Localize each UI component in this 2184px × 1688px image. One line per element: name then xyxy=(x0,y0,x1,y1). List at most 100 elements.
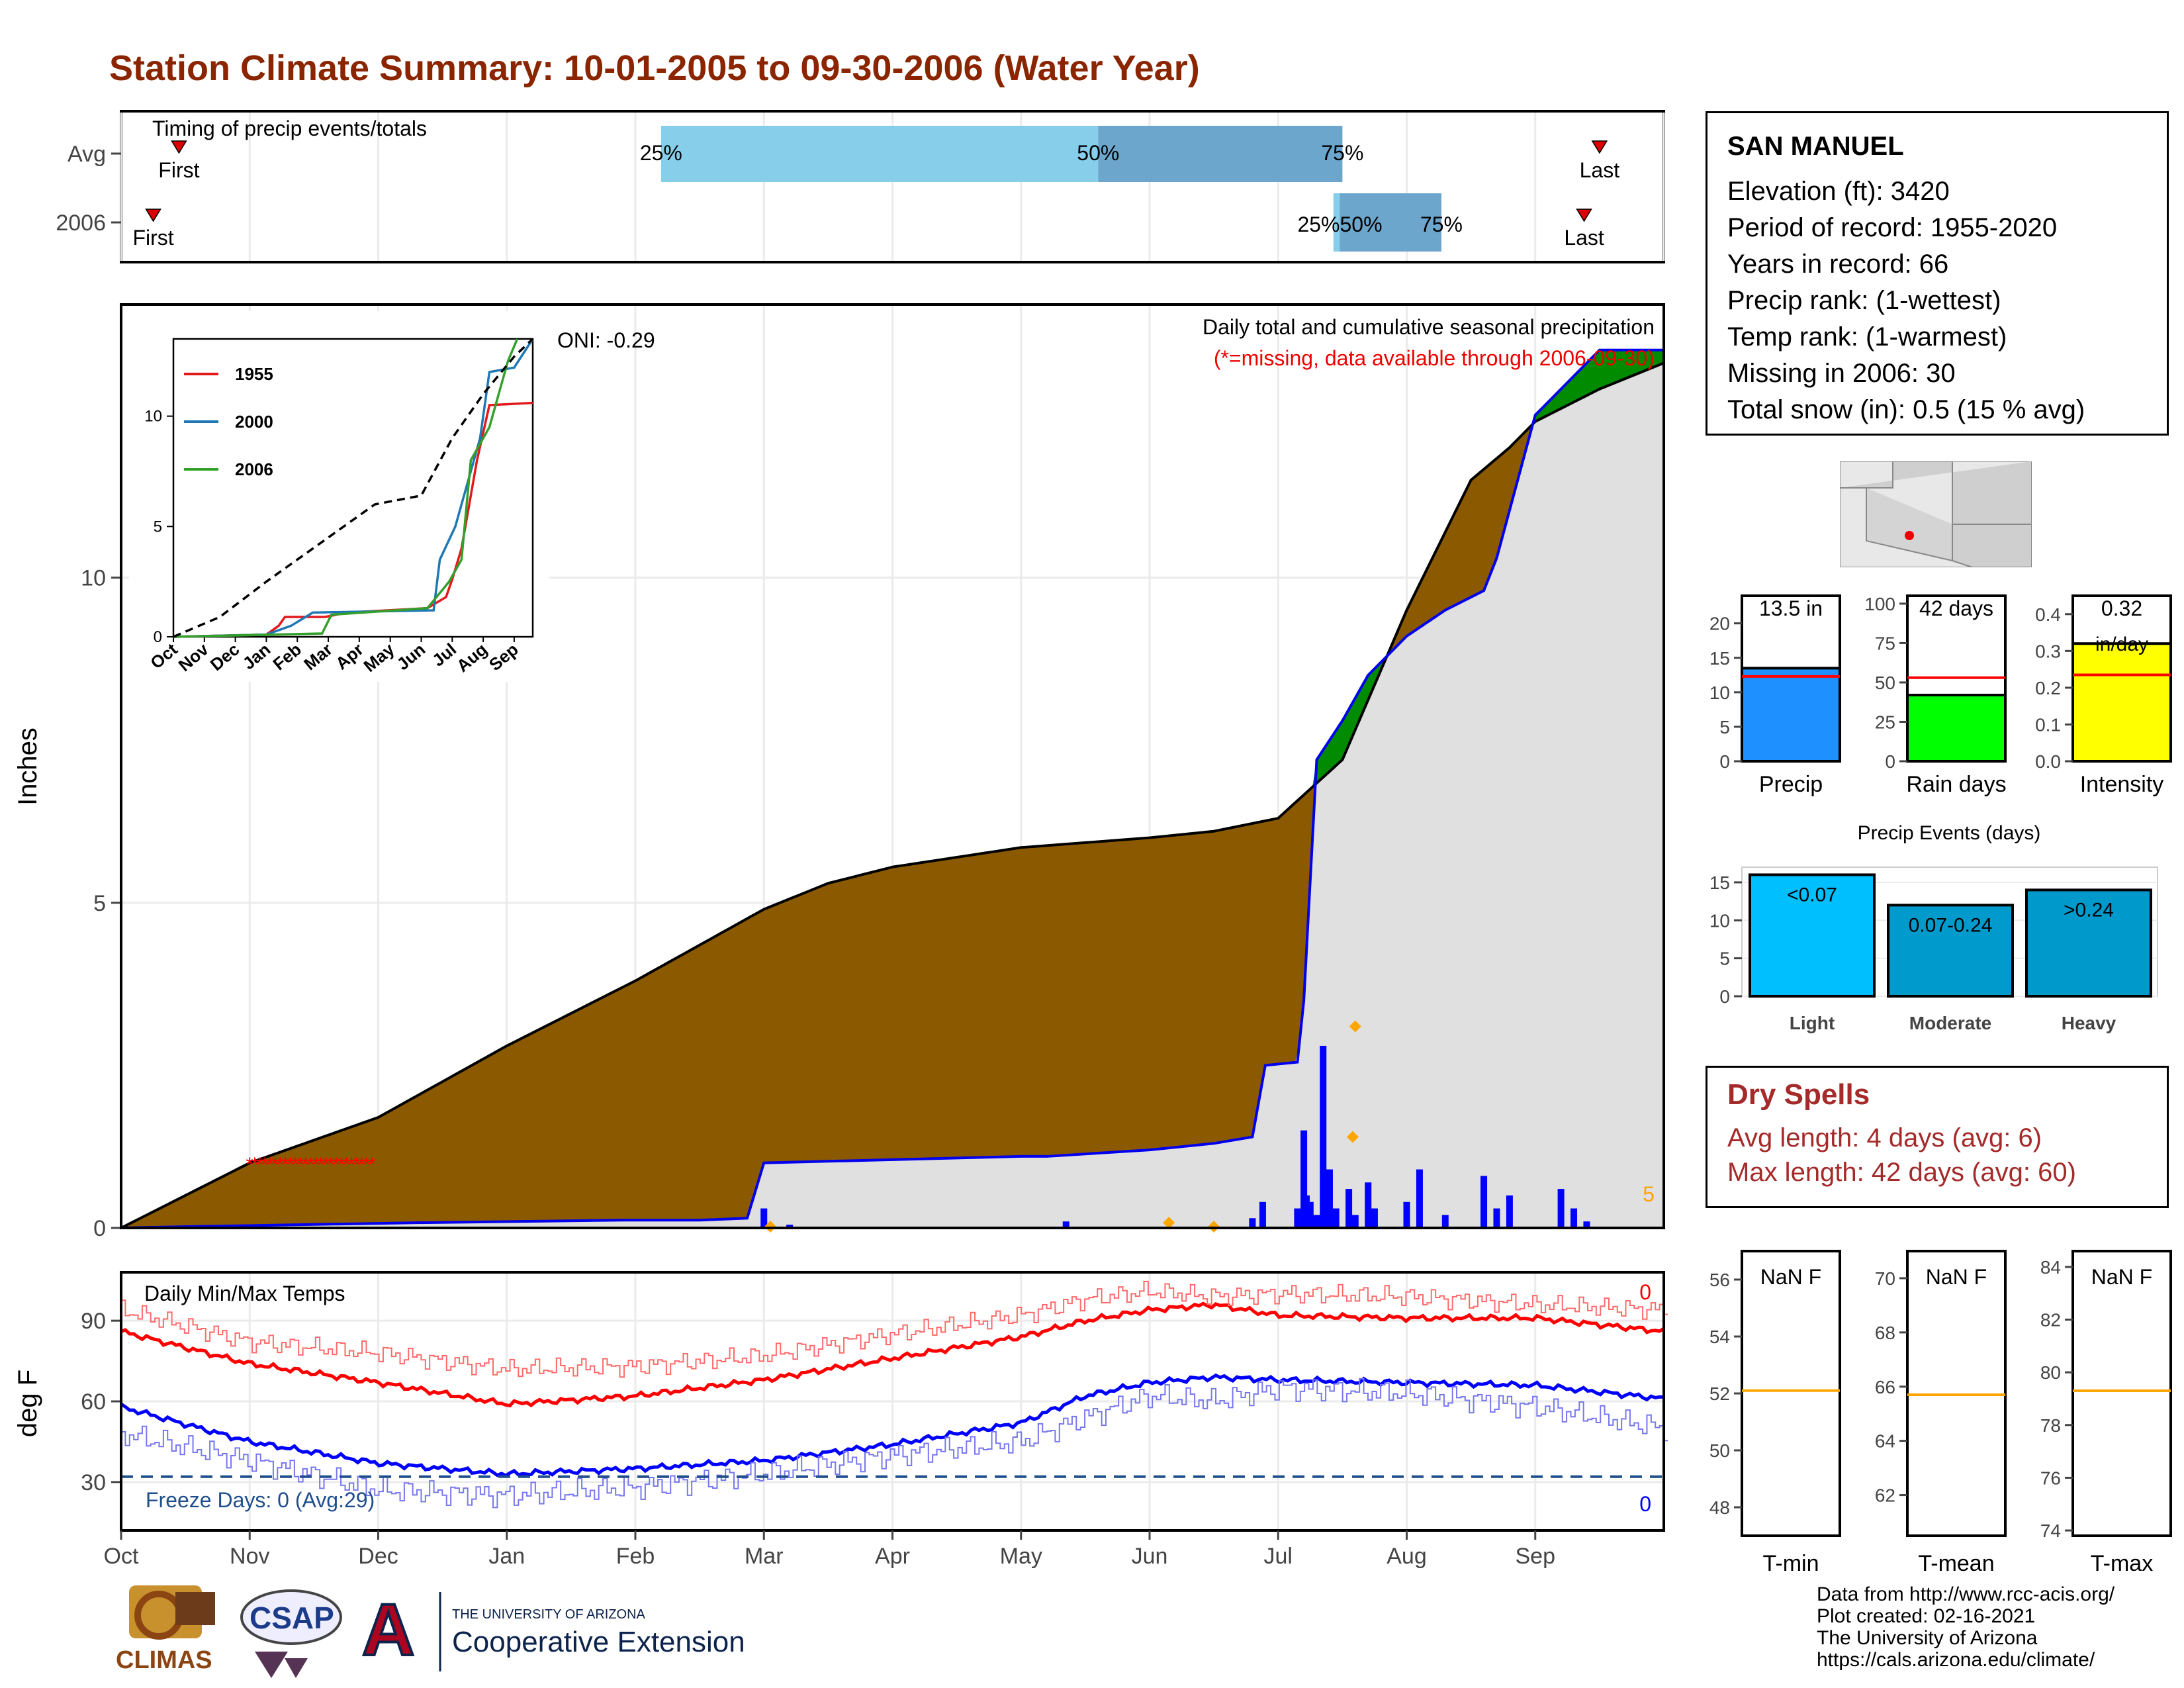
y2006-q25-q50-bar xyxy=(1333,193,1342,252)
temp-chart: 30 60 90 deg F Daily Min/Max Temps Freeze Day… xyxy=(13,1271,1668,1569)
missing-marker: * xyxy=(327,1154,335,1176)
missing-marker: * xyxy=(363,1154,371,1176)
snow-marker xyxy=(1346,1131,1359,1143)
month-label: Sep xyxy=(1516,1544,1556,1569)
avg-q25-q50-bar xyxy=(660,126,1099,182)
csap-logo: CSAP xyxy=(240,1589,342,1678)
missing-note: (*=missing, data available through 2006-… xyxy=(1214,346,1655,370)
station-info-line: Precip rank: (1-wettest) xyxy=(1727,286,2001,315)
daily-precip-bar xyxy=(1332,1208,1340,1228)
temp-box-frame xyxy=(1906,1250,2007,1537)
y-tick-label: 70 xyxy=(1875,1268,1895,1289)
station-info-line: Total snow (in): 0.5 (15 % avg) xyxy=(1727,395,2085,424)
credits: Data from http://www.rcc-acis.org/ Plot … xyxy=(1817,1583,2115,1671)
y-tick-label: 80 xyxy=(2040,1362,2061,1383)
first-label: First xyxy=(132,226,173,250)
temp-box-value: NaN F xyxy=(1926,1265,1987,1289)
y-axis-label: Inches xyxy=(13,727,42,806)
daily-precip-bar xyxy=(786,1225,794,1228)
daily-precip-bar xyxy=(1320,1045,1327,1228)
inset-y-tick: 5 xyxy=(154,518,162,536)
dry-spells-avg: Avg length: 4 days (avg: 6) xyxy=(1727,1123,2042,1152)
deficit-area xyxy=(121,363,1664,1228)
intensity-bar xyxy=(2071,642,2172,763)
overlap-area xyxy=(121,363,1664,1228)
missing-marker: * xyxy=(271,1154,279,1176)
daily-precip-bar xyxy=(1365,1182,1372,1228)
climas-logo: CLIMAS xyxy=(116,1585,215,1674)
temp-panel-label: Daily Min/Max Temps xyxy=(144,1282,345,1305)
daily-precip-bar xyxy=(1441,1215,1449,1228)
y-tick-label: 56 xyxy=(1709,1270,1730,1290)
y-tick-label: 5 xyxy=(1719,717,1730,737)
y-tick-label: 60 xyxy=(81,1389,106,1415)
y2006-q75-label: 75% xyxy=(1420,212,1463,236)
month-label: Jun xyxy=(1132,1544,1168,1569)
station-info-line: Missing in 2006: 30 xyxy=(1727,359,1956,388)
month-label: May xyxy=(1000,1544,1042,1569)
missing-marker: * xyxy=(358,1154,366,1176)
intensity-value-label: 0.32 xyxy=(2101,596,2142,620)
temp-line-2006-max xyxy=(121,1280,1668,1378)
y-tick-label: 68 xyxy=(1875,1323,1895,1343)
y-tick-label: 76 xyxy=(2040,1468,2061,1488)
last-label: Last xyxy=(1564,226,1604,250)
inset-y-tick: 0 xyxy=(154,628,162,646)
missing-marker: * xyxy=(347,1154,355,1176)
raindays-xlabel: Rain days xyxy=(1906,772,2006,797)
y-tick-label: 10 xyxy=(81,566,106,591)
event-bar-label: >0.24 xyxy=(2064,899,2114,921)
credit-line: https://cals.arizona.edu/climate/ xyxy=(1817,1649,2095,1671)
daily-precip-bar xyxy=(1302,1195,1310,1228)
y-tick-label: 15 xyxy=(1709,872,1730,893)
month-label: Oct xyxy=(104,1544,139,1569)
y-tick-label: 0.4 xyxy=(2035,604,2061,625)
y-tick-label: 48 xyxy=(1709,1497,1730,1518)
month-label: Aug xyxy=(1387,1544,1427,1569)
precip-subtitle: Daily total and cumulative seasonal prec… xyxy=(1203,315,1655,339)
y-tick-label: 62 xyxy=(1875,1485,1895,1506)
inset-legend-label: 2000 xyxy=(235,412,273,432)
timing-marker xyxy=(171,140,187,154)
daily-precip-bar xyxy=(1249,1218,1256,1228)
dry-spells-max: Max length: 42 days (avg: 60) xyxy=(1727,1158,2076,1187)
temp-box-value: NaN F xyxy=(2091,1265,2152,1289)
y-tick-label: 52 xyxy=(1709,1383,1730,1404)
month-label: Nov xyxy=(230,1544,269,1569)
event-bar-moderate xyxy=(1887,904,2014,998)
temp-line-2006-min xyxy=(121,1378,1668,1509)
daily-precip-bar xyxy=(1506,1195,1513,1228)
precip-bar xyxy=(1741,667,1841,763)
y-tick-label: 20 xyxy=(1709,614,1730,634)
temp-box-xlabel: T-min xyxy=(1763,1551,1819,1576)
svg-text:A: A xyxy=(362,1589,414,1671)
timing-label: Timing of precip events/totals xyxy=(152,117,427,140)
month-label: Apr xyxy=(875,1544,910,1569)
timing-row-label: Avg xyxy=(68,142,106,167)
missing-marker: * xyxy=(296,1154,304,1176)
y-tick-label: 0 xyxy=(1885,751,1895,772)
temp-line-avg-min xyxy=(120,1373,1664,1477)
y-tick-label: 0 xyxy=(1719,751,1730,772)
month-label: Mar xyxy=(745,1544,784,1569)
y-tick-label: 50 xyxy=(1875,673,1895,693)
inset-legend-label: 1955 xyxy=(235,364,273,384)
raindays-value-label: 42 days xyxy=(1919,596,1993,620)
avg-q25-label: 25% xyxy=(640,141,682,165)
missing-marker: * xyxy=(261,1154,269,1176)
month-label: Feb xyxy=(616,1544,655,1569)
precip-chart: 0510Inches*************************Daily… xyxy=(13,303,1665,1241)
logo-strip: CLIMAS CSAP A THE UNIVERSITY OF ARIZONA … xyxy=(116,1585,745,1678)
daily-precip-bar xyxy=(1351,1215,1359,1228)
y-tick-label: 0 xyxy=(1719,986,1730,1007)
station-info-line: Temp rank: (1-warmest) xyxy=(1727,322,2007,352)
temp-line-avg-max xyxy=(120,1301,1665,1408)
y-tick-label: 0.1 xyxy=(2035,714,2061,735)
event-category-label: Heavy xyxy=(2062,1013,2116,1033)
daily-precip-bar xyxy=(1062,1221,1069,1228)
y-tick-label: 0.2 xyxy=(2035,678,2061,698)
ua-small-text: THE UNIVERSITY OF ARIZONA xyxy=(452,1607,646,1622)
station-info-line: Elevation (ft): 3420 xyxy=(1727,177,1950,206)
daily-precip-bar xyxy=(1480,1176,1488,1228)
daily-precip-bar xyxy=(1403,1201,1410,1228)
